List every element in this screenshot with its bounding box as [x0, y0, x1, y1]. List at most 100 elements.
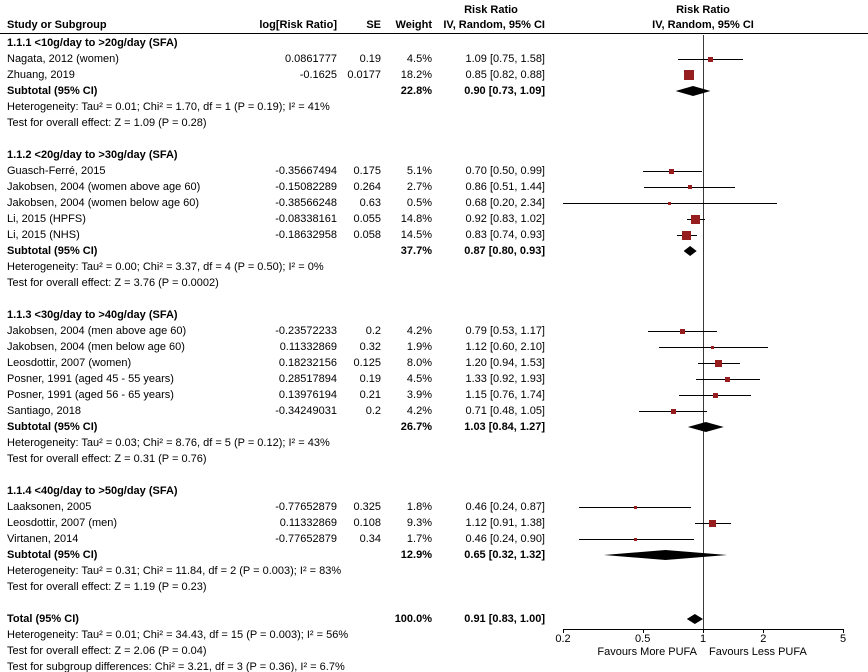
col-header-log-risk-ratio: log[Risk Ratio]: [259, 19, 337, 31]
forest-row-study: Santiago, 2018 -0.34249031 0.2 4.2% 0.71 [0.…: [0, 403, 868, 419]
axis-tick: [703, 629, 704, 633]
effect-marker: [669, 168, 675, 174]
axis-tick: [843, 629, 844, 633]
forest-row-study: Li, 2015 (NHS) -0.18632958 0.058 14.5% 0.83 …: [0, 227, 868, 243]
study-weight: 14.8%: [400, 213, 432, 225]
study-weight: 9.3%: [406, 517, 432, 529]
study-ci-text: 0.86 [0.51, 1.44]: [465, 181, 545, 193]
subgroup-title: 1.1.4 <40g/day to >50g/day (SFA): [7, 485, 178, 497]
forest-row-text: Test for overall effect: Z = 1.09 (P = 0…: [0, 115, 868, 131]
pooled-label: Subtotal (95% CI): [7, 85, 98, 97]
study-name: Leosdottir, 2007 (men): [7, 517, 118, 529]
study-ci-text: 1.12 [0.60, 2.10]: [465, 341, 545, 353]
stats-text: Test for subgroup differences: Chi² = 3.…: [7, 661, 345, 672]
stats-text: Heterogeneity: Tau² = 0.31; Chi² = 11.84…: [7, 565, 342, 577]
subgroup-title: 1.1.1 <10g/day to >20g/day (SFA): [7, 37, 178, 49]
pooled-label: Total (95% CI): [7, 613, 79, 625]
pooled-diamond: [687, 422, 724, 432]
study-log-risk-ratio: -0.1625: [299, 69, 337, 81]
forest-row-text: Test for overall effect: Z = 2.06 (P = 0…: [0, 643, 868, 659]
study-se: 0.63: [359, 197, 381, 209]
col-header-plot-method: IV, Random, 95% CI: [652, 19, 754, 31]
study-ci-text: 0.68 [0.20, 2.34]: [465, 197, 545, 209]
study-log-risk-ratio: 0.28517894: [278, 373, 337, 385]
study-log-risk-ratio: 0.11332869: [279, 517, 337, 529]
forest-row-text: Test for overall effect: Z = 1.19 (P = 0…: [0, 579, 868, 595]
effect-marker: [712, 392, 718, 398]
study-se: 0.058: [353, 229, 381, 241]
study-log-risk-ratio: -0.08338161: [275, 213, 337, 225]
study-weight: 18.2%: [400, 69, 432, 81]
study-name: Jakobsen, 2004 (men above age 60): [7, 325, 187, 337]
study-ci-text: 0.85 [0.82, 0.88]: [465, 69, 545, 81]
forest-row-study: Posner, 1991 (aged 45 - 55 years) 0.28517…: [0, 371, 868, 387]
study-name: Nagata, 2012 (women): [7, 53, 119, 65]
effect-marker: [633, 505, 637, 509]
forest-row-study: Guasch-Ferré, 2015 -0.35667494 0.175 5.1% 0.…: [0, 163, 868, 179]
pooled-diamond: [603, 550, 728, 560]
col-header-effect-method: IV, Random, 95% CI: [443, 19, 545, 31]
pooled-diamond: [683, 246, 697, 256]
study-name: Virtanen, 2014: [7, 533, 79, 545]
pooled-diamond: [686, 614, 703, 624]
forest-row-study: Nagata, 2012 (women) 0.0861777 0.19 4.5% 1.0…: [0, 51, 868, 67]
study-ci-text: 1.33 [0.92, 1.93]: [465, 373, 545, 385]
study-log-risk-ratio: -0.38566248: [275, 197, 337, 209]
effect-marker: [670, 408, 676, 414]
axis-tick: [563, 629, 564, 633]
study-weight: 4.5%: [406, 53, 432, 65]
study-se: 0.32: [359, 341, 381, 353]
forest-row-title: 1.1.4 <40g/day to >50g/day (SFA): [0, 483, 868, 499]
forest-row-study: Virtanen, 2014 -0.77652879 0.34 1.7% 0.46 [0…: [0, 531, 868, 547]
study-weight: 8.0%: [406, 357, 432, 369]
study-name: Li, 2015 (NHS): [7, 229, 80, 241]
col-header-plot-title: Risk Ratio: [676, 4, 730, 16]
effect-marker: [691, 214, 701, 224]
forest-row-pooled: Subtotal (95% CI) 37.7% 0.87 [0.80, 0.93]: [0, 243, 868, 259]
forest-row-text: Heterogeneity: Tau² = 0.00; Chi² = 3.37,…: [0, 259, 868, 275]
study-log-risk-ratio: 0.0861777: [285, 53, 337, 65]
axis-tick: [763, 629, 765, 633]
stats-text: Heterogeneity: Tau² = 0.01; Chi² = 34.43…: [7, 629, 349, 641]
study-log-risk-ratio: 0.18232156: [278, 357, 337, 369]
forest-row-text: Test for subgroup differences: Chi² = 3.…: [0, 659, 868, 672]
effect-marker: [707, 56, 713, 62]
forest-row-pooled: Subtotal (95% CI) 12.9% 0.65 [0.32, 1.32]: [0, 547, 868, 563]
study-ci-text: 0.46 [0.24, 0.90]: [465, 533, 545, 545]
study-weight: 0.5%: [406, 197, 432, 209]
forest-row-study: Leosdottir, 2007 (women) 0.18232156 0.125 8…: [0, 355, 868, 371]
study-log-risk-ratio: -0.34249031: [275, 405, 337, 417]
study-weight: 4.2%: [406, 405, 432, 417]
header-divider: [0, 33, 868, 34]
study-se: 0.055: [353, 213, 381, 225]
study-weight: 5.1%: [406, 165, 432, 177]
subgroup-title: 1.1.2 <20g/day to >30g/day (SFA): [7, 149, 178, 161]
study-weight: 2.7%: [406, 181, 432, 193]
forest-row-study: Jakobsen, 2004 (women above age 60) -0.15…: [0, 179, 868, 195]
stats-text: Heterogeneity: Tau² = 0.01; Chi² = 1.70,…: [7, 101, 330, 113]
study-log-risk-ratio: -0.77652879: [275, 533, 337, 545]
forest-row-pooled: Total (95% CI) 100.0% 0.91 [0.83, 1.00]: [0, 611, 868, 627]
study-log-risk-ratio: 0.11332869: [279, 341, 337, 353]
pooled-weight: 12.9%: [400, 549, 432, 561]
study-weight: 4.2%: [406, 325, 432, 337]
effect-marker: [715, 359, 723, 367]
study-log-risk-ratio: -0.23572233: [275, 325, 337, 337]
study-ci-text: 1.20 [0.94, 1.53]: [465, 357, 545, 369]
pooled-weight: 100.0%: [394, 613, 432, 625]
pooled-ci-text: 0.87 [0.80, 0.93]: [464, 245, 545, 257]
effect-marker: [725, 376, 731, 382]
forest-row-study: Laaksonen, 2005 -0.77652879 0.325 1.8% 0.46 …: [0, 499, 868, 515]
effect-marker: [709, 519, 717, 527]
axis-tick-label: 5: [839, 633, 847, 645]
study-ci-text: 0.46 [0.24, 0.87]: [465, 501, 545, 513]
col-header-effect-title: Risk Ratio: [464, 4, 518, 16]
study-ci-text: 0.71 [0.48, 1.05]: [465, 405, 545, 417]
effect-marker: [683, 70, 694, 80]
forest-row-text: Heterogeneity: Tau² = 0.03; Chi² = 8.76,…: [0, 435, 868, 451]
stats-text: Test for overall effect: Z = 1.09 (P = 0…: [7, 117, 207, 129]
study-se: 0.19: [359, 53, 381, 65]
col-header-study: Study or Subgroup: [7, 19, 107, 31]
stats-text: Heterogeneity: Tau² = 0.03; Chi² = 8.76,…: [7, 437, 330, 449]
